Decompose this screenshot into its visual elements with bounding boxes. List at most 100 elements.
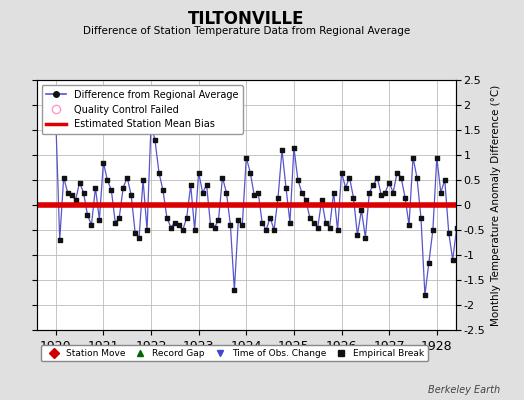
- Point: [174, 222, 183, 228]
- Point: [171, 219, 179, 226]
- Point: [449, 257, 457, 263]
- Point: [107, 187, 115, 193]
- Point: [293, 177, 302, 183]
- Point: [405, 222, 413, 228]
- Point: [79, 189, 88, 196]
- Point: [242, 154, 250, 161]
- Point: [318, 197, 326, 203]
- Point: [99, 159, 107, 166]
- Point: [151, 137, 159, 143]
- Point: [187, 182, 195, 188]
- Point: [373, 174, 381, 181]
- Point: [337, 169, 346, 176]
- Point: [385, 179, 394, 186]
- Point: [310, 219, 318, 226]
- Point: [262, 227, 270, 233]
- Point: [139, 177, 147, 183]
- Point: [60, 174, 68, 181]
- Point: [441, 177, 449, 183]
- Point: [456, 292, 465, 298]
- Point: [381, 189, 389, 196]
- Point: [350, 194, 358, 201]
- Point: [234, 217, 243, 223]
- Point: [278, 147, 286, 153]
- Point: [325, 224, 334, 231]
- Point: [254, 189, 263, 196]
- Point: [302, 197, 310, 203]
- Point: [365, 189, 374, 196]
- Point: [210, 224, 219, 231]
- Point: [199, 189, 207, 196]
- Point: [417, 214, 425, 221]
- Point: [305, 214, 314, 221]
- Point: [111, 219, 119, 226]
- Point: [461, 227, 469, 233]
- Point: [143, 227, 151, 233]
- Point: [298, 189, 306, 196]
- Point: [202, 182, 211, 188]
- Point: [464, 194, 473, 201]
- Point: [68, 192, 76, 198]
- Point: [389, 189, 397, 196]
- Point: [83, 212, 92, 218]
- Point: [162, 214, 171, 221]
- Point: [167, 224, 175, 231]
- Point: [206, 222, 215, 228]
- Point: [123, 174, 132, 181]
- Point: [313, 224, 322, 231]
- Point: [155, 169, 163, 176]
- Point: [424, 259, 433, 266]
- Point: [219, 174, 227, 181]
- Point: [436, 189, 445, 196]
- Point: [330, 189, 338, 196]
- Point: [274, 194, 282, 201]
- Point: [56, 237, 64, 243]
- Point: [214, 217, 223, 223]
- Point: [103, 177, 112, 183]
- Point: [377, 192, 386, 198]
- Point: [194, 169, 203, 176]
- Point: [453, 224, 461, 231]
- Text: Berkeley Earth: Berkeley Earth: [428, 385, 500, 395]
- Point: [159, 187, 167, 193]
- Point: [179, 227, 187, 233]
- Point: [95, 217, 104, 223]
- Point: [88, 222, 96, 228]
- Point: [246, 169, 255, 176]
- Point: [266, 214, 274, 221]
- Point: [258, 219, 266, 226]
- Point: [131, 229, 139, 236]
- Point: [230, 287, 238, 293]
- Point: [127, 192, 135, 198]
- Point: [250, 192, 258, 198]
- Point: [222, 189, 231, 196]
- Point: [119, 184, 127, 191]
- Legend: Station Move, Record Gap, Time of Obs. Change, Empirical Break: Station Move, Record Gap, Time of Obs. C…: [41, 345, 428, 362]
- Point: [63, 189, 72, 196]
- Text: Difference of Station Temperature Data from Regional Average: Difference of Station Temperature Data f…: [83, 26, 410, 36]
- Point: [468, 224, 477, 231]
- Point: [401, 194, 409, 201]
- Point: [444, 229, 453, 236]
- Point: [472, 229, 481, 236]
- Legend: Difference from Regional Average, Quality Control Failed, Estimated Station Mean: Difference from Regional Average, Qualit…: [41, 85, 243, 134]
- Point: [357, 207, 366, 213]
- Point: [333, 227, 342, 233]
- Point: [270, 227, 278, 233]
- Point: [341, 184, 350, 191]
- Text: TILTONVILLE: TILTONVILLE: [188, 10, 304, 28]
- Y-axis label: Monthly Temperature Anomaly Difference (°C): Monthly Temperature Anomaly Difference (…: [491, 84, 501, 326]
- Point: [71, 197, 80, 203]
- Point: [353, 232, 362, 238]
- Point: [413, 174, 421, 181]
- Point: [226, 222, 235, 228]
- Point: [369, 182, 377, 188]
- Point: [322, 219, 330, 226]
- Point: [238, 222, 246, 228]
- Point: [147, 122, 155, 128]
- Point: [345, 174, 354, 181]
- Point: [115, 214, 124, 221]
- Point: [191, 227, 199, 233]
- Point: [135, 234, 143, 241]
- Point: [433, 154, 441, 161]
